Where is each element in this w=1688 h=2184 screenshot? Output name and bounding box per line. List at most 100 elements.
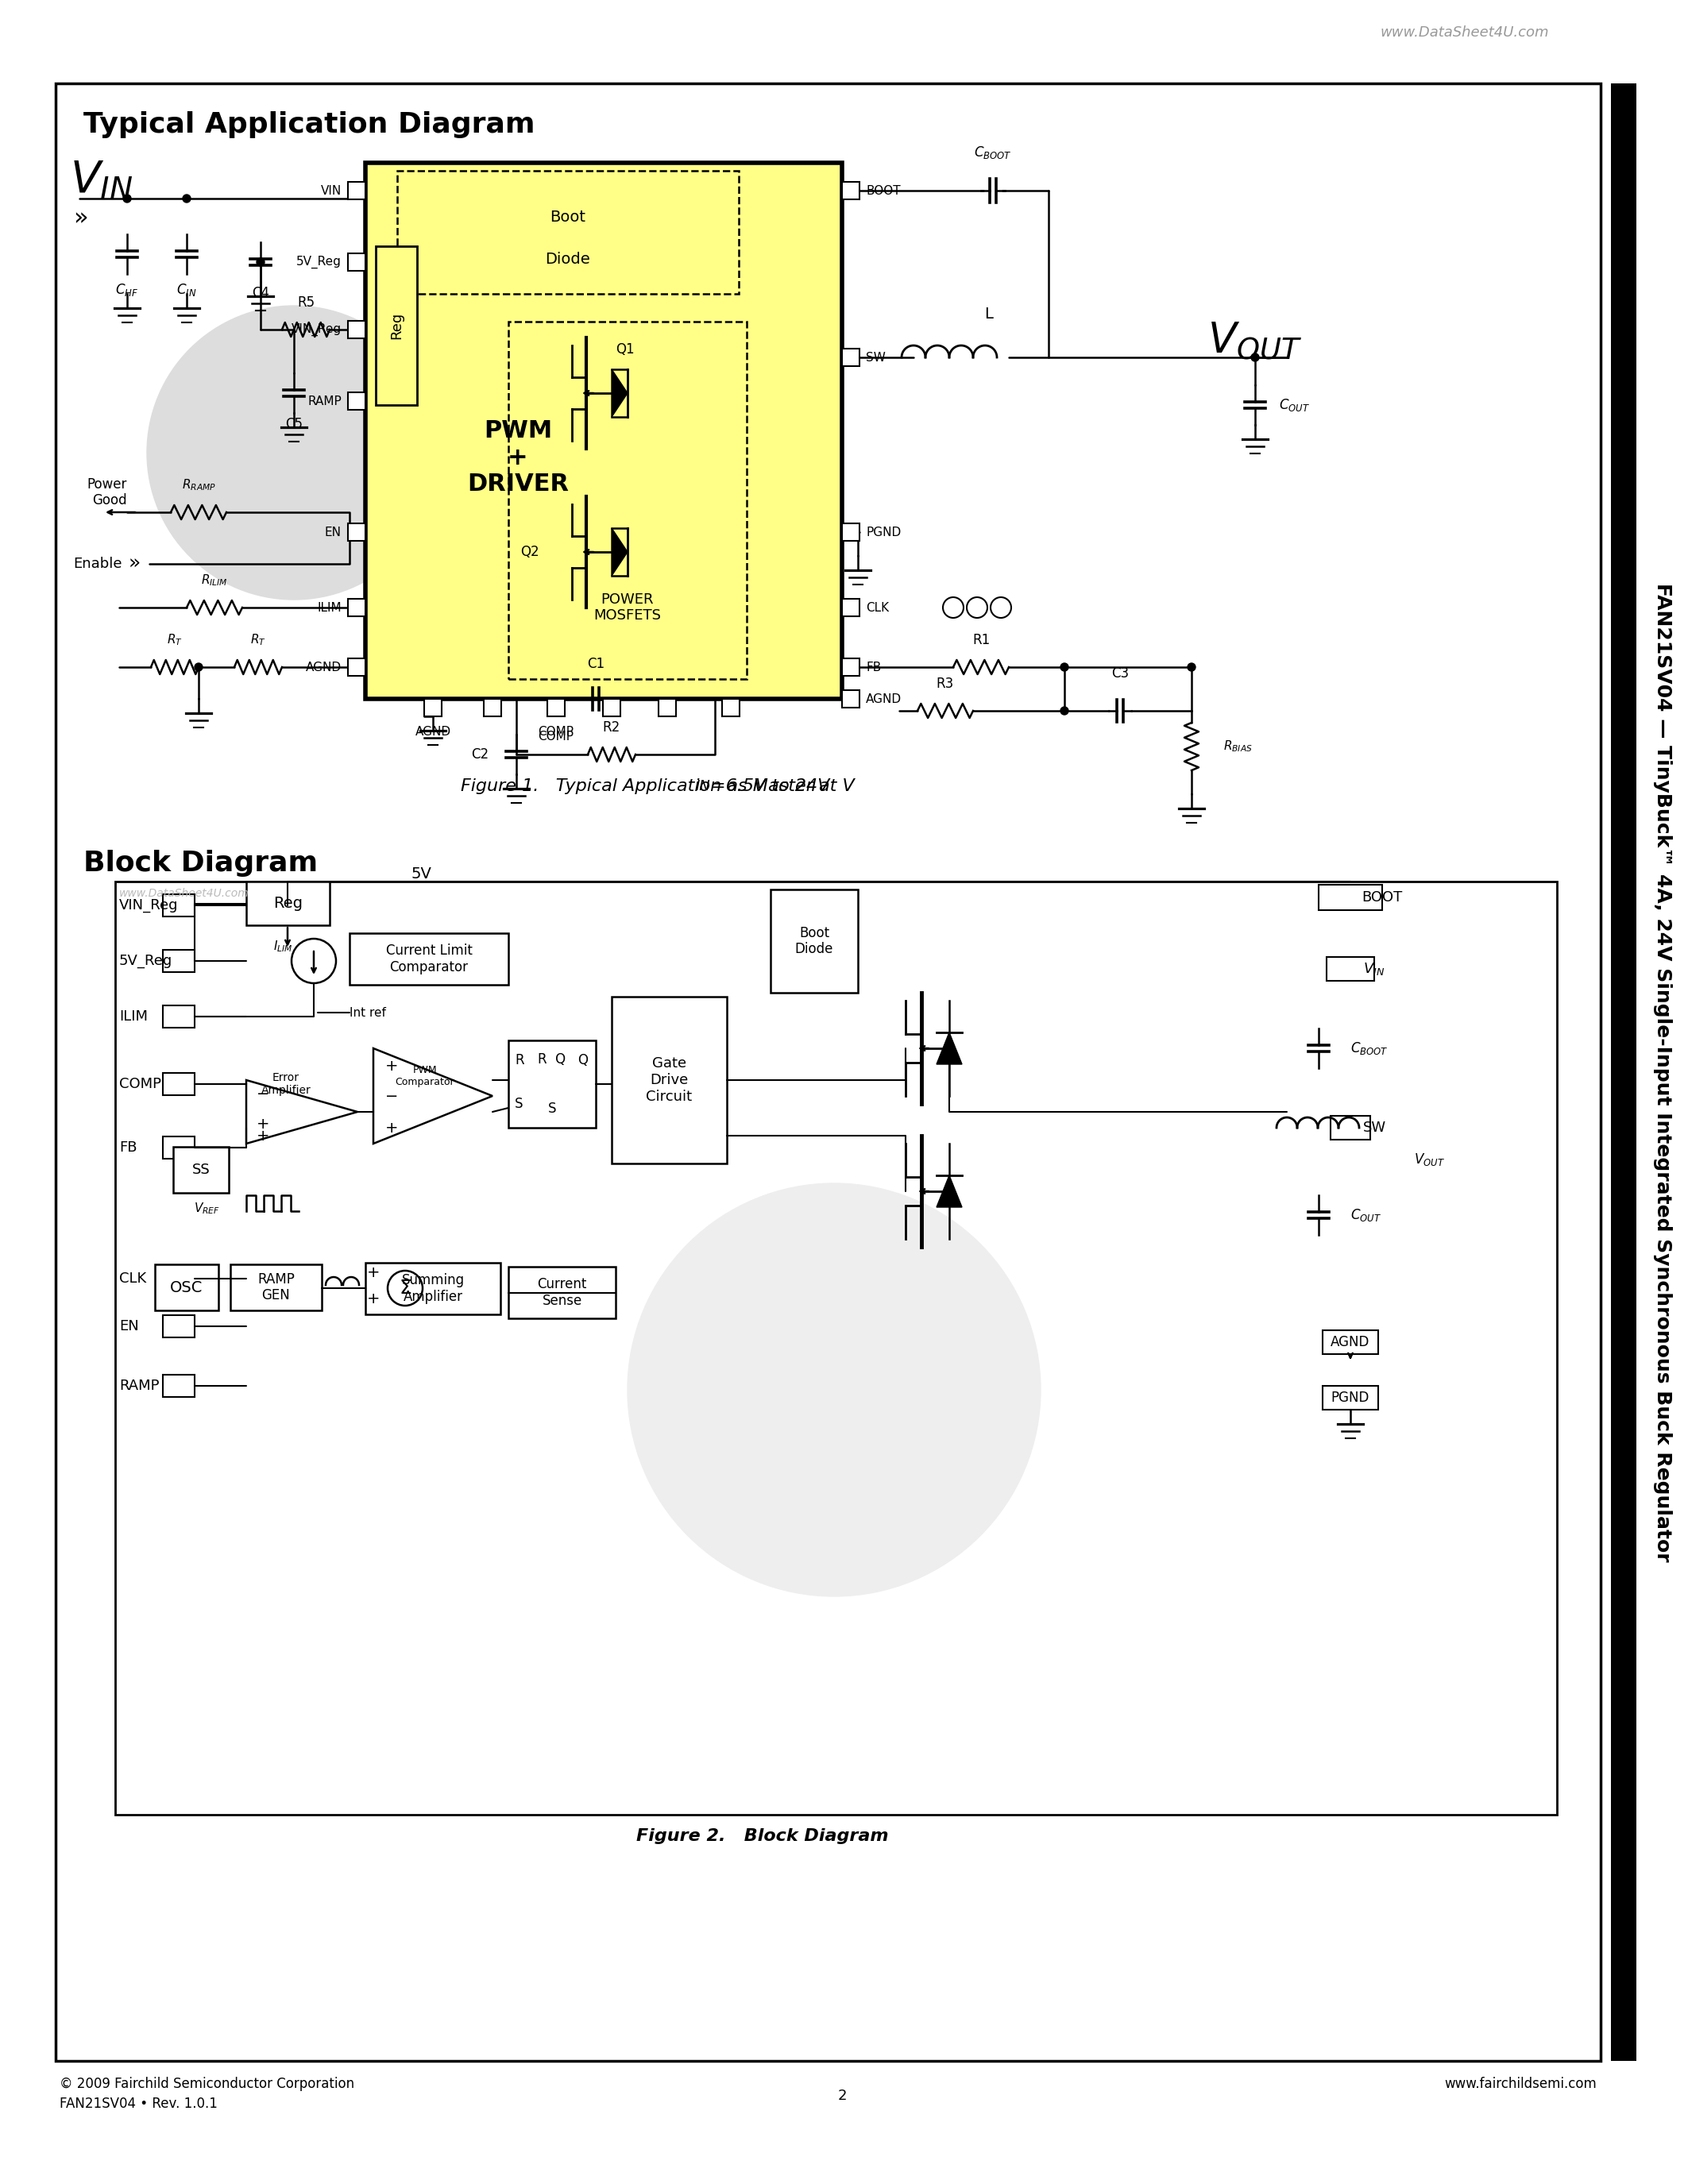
Text: L: L — [984, 306, 993, 321]
Bar — [348, 657, 365, 675]
Text: Current
Sense: Current Sense — [537, 1278, 587, 1308]
Text: SW: SW — [866, 352, 886, 363]
Bar — [508, 321, 746, 679]
Text: Error
Amplifier: Error Amplifier — [262, 1072, 311, 1096]
Text: AGND: AGND — [306, 662, 341, 673]
Text: RAMP
GEN: RAMP GEN — [257, 1271, 295, 1304]
Text: »: » — [128, 555, 140, 574]
Text: Figure 1.   Typical Application as Master at V: Figure 1. Typical Application as Master … — [461, 778, 854, 795]
Text: R2: R2 — [603, 721, 621, 734]
Text: +: + — [385, 1120, 398, 1136]
Bar — [1323, 1330, 1377, 1354]
Text: $V_{REF}$: $V_{REF}$ — [194, 1201, 219, 1216]
Text: Int ref: Int ref — [349, 1007, 387, 1018]
Bar — [162, 1072, 194, 1094]
Circle shape — [123, 194, 132, 203]
Text: www.fairchildsemi.com: www.fairchildsemi.com — [1445, 2077, 1597, 2090]
Bar — [348, 321, 365, 339]
Text: PGND: PGND — [1332, 1391, 1369, 1404]
Bar — [770, 889, 858, 994]
Bar — [365, 164, 842, 699]
Text: +: + — [366, 1291, 380, 1306]
Text: EN: EN — [120, 1319, 138, 1334]
Text: Q1: Q1 — [616, 343, 635, 356]
Text: FAN21SV04 • Rev. 1.0.1: FAN21SV04 • Rev. 1.0.1 — [59, 2097, 218, 2112]
Text: Block Diagram: Block Diagram — [83, 850, 317, 876]
Bar — [842, 657, 859, 675]
Text: C5: C5 — [285, 417, 302, 430]
Text: C3: C3 — [1111, 666, 1129, 681]
Text: R5: R5 — [297, 295, 314, 310]
Bar — [162, 1267, 194, 1291]
Text: $C_{OUT}$: $C_{OUT}$ — [1350, 1208, 1381, 1223]
Text: SS: SS — [192, 1162, 209, 1177]
Text: Enable: Enable — [73, 557, 122, 570]
Bar — [348, 253, 365, 271]
Text: © 2009 Fairchild Semiconductor Corporation: © 2009 Fairchild Semiconductor Corporati… — [59, 2077, 354, 2090]
Text: =6.5V to 24V: =6.5V to 24V — [711, 778, 829, 795]
Text: 2: 2 — [837, 2088, 847, 2103]
Text: OSC: OSC — [170, 1280, 203, 1295]
Text: Boot
Diode: Boot Diode — [795, 926, 834, 957]
Text: 5V_Reg: 5V_Reg — [120, 954, 172, 968]
Text: Gate
Drive
Circuit: Gate Drive Circuit — [647, 1057, 692, 1103]
Text: COMP: COMP — [120, 1077, 162, 1092]
Bar — [348, 181, 365, 199]
Bar — [246, 882, 329, 926]
Text: FB: FB — [866, 662, 881, 673]
Text: 5V: 5V — [410, 867, 432, 882]
Polygon shape — [937, 1033, 962, 1064]
Text: C4: C4 — [252, 286, 270, 299]
Text: Current Limit
Comparator: Current Limit Comparator — [385, 943, 473, 974]
Bar — [424, 699, 442, 716]
Circle shape — [257, 258, 265, 266]
Text: FB: FB — [120, 1140, 137, 1155]
Text: R3: R3 — [937, 677, 954, 690]
Text: Q: Q — [577, 1053, 587, 1068]
Text: POWER
MOSFETS: POWER MOSFETS — [594, 592, 662, 622]
Text: ILIM: ILIM — [317, 601, 341, 614]
Bar — [842, 690, 859, 708]
Bar — [349, 933, 508, 985]
Text: ILIM: ILIM — [120, 1009, 149, 1024]
Polygon shape — [611, 529, 628, 577]
Bar — [162, 1374, 194, 1398]
Text: RAMP: RAMP — [120, 1378, 159, 1393]
Text: −: − — [257, 1085, 270, 1101]
Text: $V_{IN}$: $V_{IN}$ — [69, 159, 133, 201]
Text: $V_{OUT}$: $V_{OUT}$ — [1207, 321, 1301, 363]
Bar — [115, 882, 1556, 1815]
Text: EN: EN — [324, 526, 341, 537]
Text: www.DataSheet4U.com: www.DataSheet4U.com — [1381, 26, 1550, 39]
Text: $C_{IN}$: $C_{IN}$ — [177, 282, 197, 297]
Text: R: R — [515, 1053, 523, 1068]
Bar — [230, 1265, 322, 1310]
Text: C1: C1 — [587, 657, 604, 670]
Text: $C_{BOOT}$: $C_{BOOT}$ — [974, 144, 1011, 159]
Text: +: + — [385, 1059, 398, 1072]
Circle shape — [194, 664, 203, 670]
Text: BOOT: BOOT — [866, 186, 900, 197]
Text: Typical Application Diagram: Typical Application Diagram — [83, 111, 535, 138]
Circle shape — [290, 325, 297, 334]
Bar — [611, 996, 728, 1164]
Bar — [842, 181, 859, 199]
Text: VIN: VIN — [321, 186, 341, 197]
Text: Diode: Diode — [545, 251, 591, 266]
Text: $R_T$: $R_T$ — [250, 633, 267, 646]
Text: $C_{HF}$: $C_{HF}$ — [115, 282, 138, 297]
Bar — [658, 699, 675, 716]
Text: Summing
Amplifier: Summing Amplifier — [402, 1273, 464, 1304]
Text: $C_{OUT}$: $C_{OUT}$ — [1280, 397, 1310, 413]
Bar — [162, 1315, 194, 1337]
Bar — [376, 247, 417, 404]
Bar — [842, 524, 859, 542]
Text: 5V_Reg: 5V_Reg — [297, 256, 341, 269]
Text: PGND: PGND — [866, 526, 901, 537]
Text: Boot: Boot — [550, 210, 586, 225]
Bar — [484, 699, 501, 716]
Text: Reg: Reg — [273, 895, 302, 911]
Text: Power
Good: Power Good — [88, 476, 127, 509]
Bar — [155, 1265, 218, 1310]
Bar — [508, 1040, 596, 1127]
